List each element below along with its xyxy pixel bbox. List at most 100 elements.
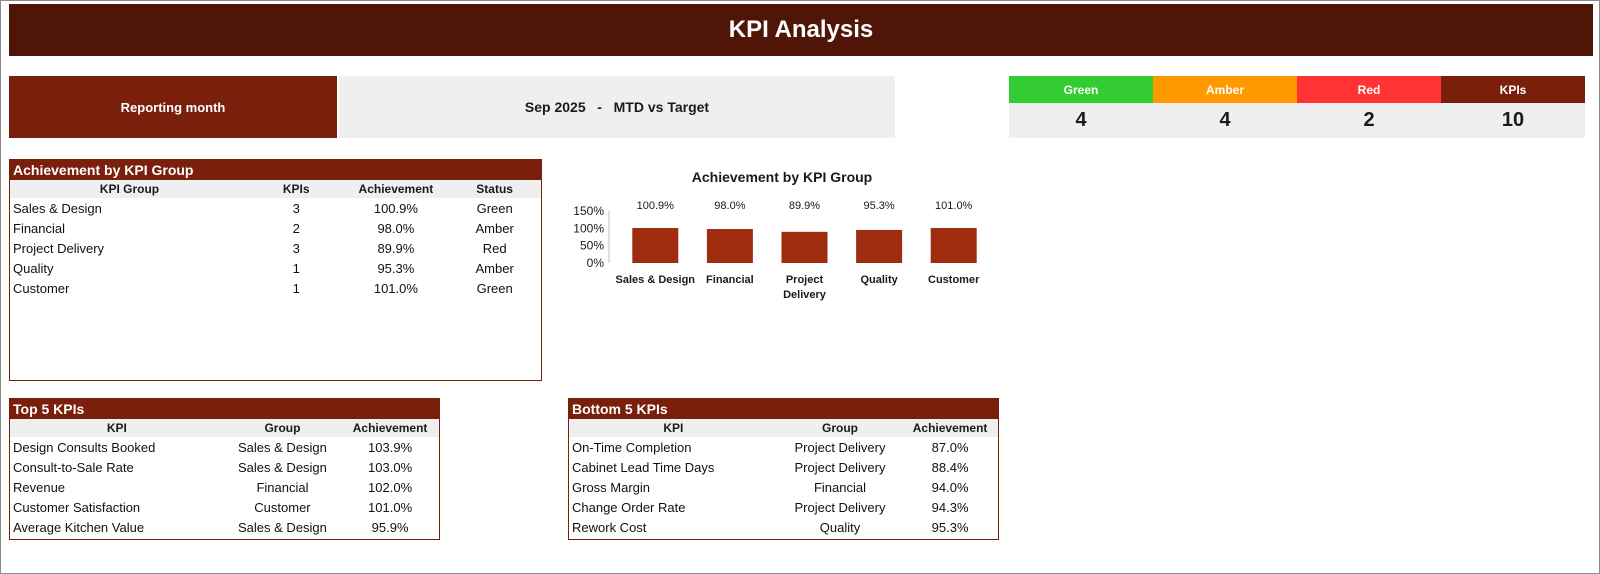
- column-header: Group: [223, 419, 342, 437]
- status-summary: Green 4 Amber 4 Red 2 KPIs 10: [1009, 76, 1585, 138]
- column-header: Achievement: [343, 180, 449, 198]
- y-tick-label: 0%: [587, 256, 605, 270]
- group-achievement-table: KPI Group KPIs Achievement Status Sales …: [10, 180, 541, 298]
- bar: [930, 227, 977, 263]
- cell-kpi: Average Kitchen Value: [13, 519, 145, 535]
- cell-kpis: 1: [292, 280, 300, 296]
- group-achievement-title: Achievement by KPI Group: [10, 160, 541, 180]
- cell-achievement: 95.3%: [377, 260, 415, 276]
- table-row: Design Consults Booked Sales & Design 10…: [10, 437, 439, 457]
- cell-group: Sales & Design: [13, 200, 102, 216]
- cell-group: Quality: [13, 260, 54, 276]
- table-row: Revenue Financial 102.0%: [10, 477, 439, 497]
- bar: [781, 231, 828, 263]
- cell-group: Project Delivery: [794, 499, 886, 515]
- top5-table: KPI Group Achievement Design Consults Bo…: [10, 419, 439, 537]
- category-label: Quality: [860, 274, 898, 286]
- cell-status: Green: [476, 280, 513, 296]
- category-label: Sales & Design: [616, 274, 696, 286]
- y-tick-label: 150%: [573, 204, 604, 218]
- cell-status: Amber: [475, 220, 514, 236]
- cell-group: Project Delivery: [794, 459, 886, 475]
- cell-status: Green: [476, 200, 513, 216]
- cell-kpi: On-Time Completion: [572, 439, 692, 455]
- cell-achievement: 94.0%: [931, 479, 969, 495]
- cell-kpi: Change Order Rate: [572, 499, 686, 515]
- cell-achievement: 98.0%: [377, 220, 415, 236]
- category-label: Customer: [928, 274, 980, 286]
- column-header: KPI Group: [10, 180, 249, 198]
- column-header: KPIs: [248, 180, 344, 198]
- reporting-month: Sep 2025: [524, 99, 586, 115]
- reporting-month-label: Reporting month: [9, 76, 337, 138]
- cell-achievement: 87.0%: [931, 439, 969, 455]
- reporting-mode: MTD vs Target: [613, 99, 710, 115]
- bar-data-label: 98.0%: [714, 200, 745, 212]
- table-row: Quality 1 95.3% Amber: [10, 258, 541, 278]
- cell-achievement: 101.0%: [373, 280, 418, 296]
- table-row: Rework Cost Quality 95.3%: [569, 517, 998, 537]
- cell-achievement: 95.3%: [931, 519, 969, 535]
- column-header: Achievement: [341, 419, 439, 437]
- table-row: Customer Satisfaction Customer 101.0%: [10, 497, 439, 517]
- cell-group: Sales & Design: [238, 519, 327, 535]
- cell-group: Financial: [256, 479, 309, 495]
- bar: [856, 229, 903, 263]
- bar: [706, 229, 753, 263]
- table-row: Customer 1 101.0% Green: [10, 278, 541, 298]
- table-row: Project Delivery 3 89.9% Red: [10, 238, 541, 258]
- status-red-count: 2: [1297, 103, 1441, 138]
- table-row: Average Kitchen Value Sales & Design 95.…: [10, 517, 439, 537]
- column-header: Achievement: [902, 419, 998, 437]
- chart-plot: 0% 50% 100% 150% 100.9% Sales & Design 98.0% Fi…: [573, 200, 980, 301]
- cell-kpis: 2: [292, 220, 300, 236]
- bottom5-title: Bottom 5 KPIs: [569, 399, 998, 419]
- cell-group: Customer: [13, 280, 70, 296]
- y-tick-label: 50%: [580, 239, 604, 253]
- reporting-month-value[interactable]: Sep 2025 - MTD vs Target: [339, 76, 895, 138]
- status-amber-count: 4: [1153, 103, 1297, 138]
- cell-achievement: 103.0%: [368, 459, 413, 475]
- cell-status: Amber: [475, 260, 514, 276]
- table-header-row: KPI Group KPIs Achievement Status: [10, 180, 541, 198]
- cell-kpi: Rework Cost: [572, 519, 647, 535]
- table-row: Sales & Design 3 100.9% Green: [10, 198, 541, 218]
- bar-data-label: 89.9%: [789, 200, 820, 212]
- achievement-chart: Achievement by KPI Group 0% 50% 100% 150% 10…: [566, 163, 998, 318]
- status-green-label: Green: [1009, 76, 1153, 103]
- column-header: KPI: [569, 419, 778, 437]
- table-row: Gross Margin Financial 94.0%: [569, 477, 998, 497]
- status-amber-label: Amber: [1153, 76, 1297, 103]
- cell-kpi: Design Consults Booked: [13, 439, 156, 455]
- cell-kpi: Gross Margin: [572, 479, 651, 495]
- cell-group: Customer: [254, 499, 311, 515]
- category-label: Delivery: [783, 289, 827, 301]
- cell-kpi: Revenue: [13, 479, 66, 495]
- table-header-row: KPI Group Achievement: [569, 419, 998, 437]
- cell-achievement: 94.3%: [931, 499, 969, 515]
- table-row: Change Order Rate Project Delivery 94.3%: [569, 497, 998, 517]
- cell-achievement: 101.0%: [368, 499, 413, 515]
- column-header: KPI: [10, 419, 224, 437]
- cell-group: Financial: [13, 220, 66, 236]
- table-row: Cabinet Lead Time Days Project Delivery …: [569, 457, 998, 477]
- y-tick-label: 100%: [573, 221, 604, 235]
- status-red-label: Red: [1297, 76, 1441, 103]
- cell-achievement: 88.4%: [931, 459, 969, 475]
- chart-title: Achievement by KPI Group: [691, 169, 873, 185]
- bottom5-table: KPI Group Achievement On-Time Completion…: [569, 419, 998, 537]
- cell-group: Project Delivery: [794, 439, 886, 455]
- bottom5-panel: Bottom 5 KPIs KPI Group Achievement On-T…: [568, 398, 999, 540]
- column-header: Status: [448, 180, 541, 198]
- table-row: Consult-to-Sale Rate Sales & Design 103.…: [10, 457, 439, 477]
- category-label: Financial: [706, 274, 754, 286]
- table-row: Financial 2 98.0% Amber: [10, 218, 541, 238]
- page-title: KPI Analysis: [9, 4, 1593, 56]
- cell-kpi: Cabinet Lead Time Days: [572, 459, 715, 475]
- column-header: Group: [777, 419, 903, 437]
- status-green-count: 4: [1009, 103, 1153, 138]
- bar: [632, 228, 679, 263]
- cell-group: Sales & Design: [238, 459, 327, 475]
- status-kpis: KPIs 10: [1441, 76, 1585, 138]
